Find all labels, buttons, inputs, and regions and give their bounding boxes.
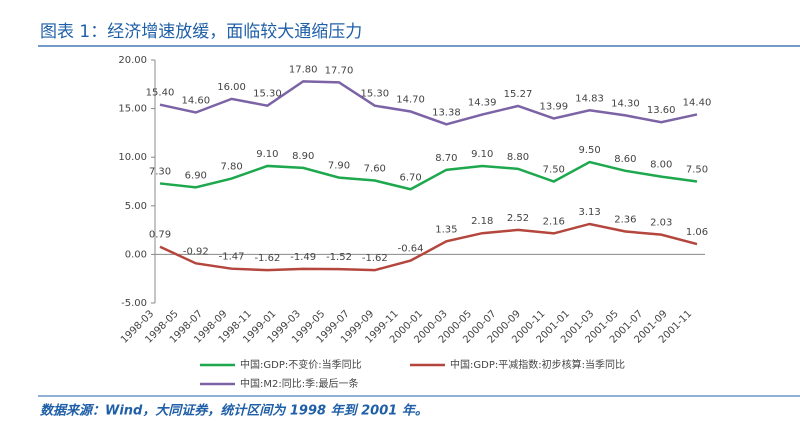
data-label: 7.50 bbox=[686, 165, 708, 176]
title: 图表 1：经济增速放缓，面临较大通缩压力 bbox=[40, 22, 362, 42]
data-label: 14.60 bbox=[181, 95, 210, 106]
data-label: 9.10 bbox=[471, 149, 493, 160]
y-tick-label: 20.00 bbox=[118, 55, 147, 66]
y-tick-label: -5.00 bbox=[121, 298, 147, 309]
data-label: 0.79 bbox=[149, 230, 171, 241]
data-label: 14.40 bbox=[683, 97, 712, 108]
data-label: 1.35 bbox=[435, 224, 457, 235]
data-label: 2.16 bbox=[543, 216, 565, 227]
data-label: 15.30 bbox=[253, 89, 282, 100]
data-label: 9.50 bbox=[578, 145, 600, 156]
series-line bbox=[159, 160, 698, 191]
data-label: -1.49 bbox=[290, 252, 316, 263]
legend-label: 中国:M2:同比:季:最后一条 bbox=[240, 377, 358, 390]
data-label: 17.80 bbox=[289, 64, 318, 75]
data-label: 14.39 bbox=[468, 98, 497, 109]
data-label: 7.80 bbox=[220, 162, 242, 173]
data-label: 9.10 bbox=[256, 149, 278, 160]
data-label: 15.30 bbox=[360, 89, 389, 100]
data-label: 13.60 bbox=[647, 105, 676, 116]
data-label: 8.80 bbox=[507, 152, 529, 163]
data-label: 2.52 bbox=[507, 213, 529, 224]
data-label: 1.06 bbox=[686, 227, 708, 238]
data-label: 15.40 bbox=[146, 88, 175, 99]
series-line bbox=[159, 80, 698, 126]
legend-label: 中国:GDP:不变价:当季同比 bbox=[240, 358, 362, 371]
data-label: 7.50 bbox=[543, 165, 565, 176]
data-label: 13.38 bbox=[432, 107, 461, 118]
data-label: 8.70 bbox=[435, 153, 457, 164]
data-label: -0.64 bbox=[398, 244, 424, 255]
data-label: -1.47 bbox=[219, 252, 245, 263]
data-label: 7.90 bbox=[328, 161, 350, 172]
data-label: 3.13 bbox=[578, 207, 600, 218]
data-label: 13.99 bbox=[539, 101, 568, 112]
data-label: 17.70 bbox=[325, 65, 354, 76]
data-label: 7.30 bbox=[149, 166, 171, 177]
data-label: 16.00 bbox=[217, 82, 246, 93]
data-label: -1.52 bbox=[326, 252, 352, 263]
y-tick-label: 10.00 bbox=[118, 152, 147, 163]
y-tick-label: 15.00 bbox=[118, 104, 147, 115]
legend-label: 中国:GDP:平减指数:初步核算:当季同比 bbox=[450, 358, 625, 371]
data-label: 6.90 bbox=[185, 170, 207, 181]
data-label: 7.60 bbox=[364, 164, 386, 175]
data-label: 15.27 bbox=[504, 89, 533, 100]
data-label: -1.62 bbox=[254, 253, 280, 264]
data-label: 2.36 bbox=[614, 214, 636, 225]
data-label: 8.00 bbox=[650, 160, 672, 171]
data-label: -1.62 bbox=[362, 253, 388, 264]
data-label: -0.92 bbox=[183, 246, 209, 257]
series-line bbox=[159, 222, 698, 272]
data-label: 14.30 bbox=[611, 98, 640, 109]
data-label: 14.83 bbox=[575, 93, 604, 104]
data-label: 14.70 bbox=[396, 95, 425, 106]
data-label: 8.90 bbox=[292, 151, 314, 162]
source: 数据来源：Wind，大同证券，统计区间为 1998 年到 2001 年。 bbox=[40, 403, 428, 419]
data-label: 2.18 bbox=[471, 216, 493, 227]
y-tick-label: 5.00 bbox=[125, 201, 147, 212]
data-label: 8.60 bbox=[614, 154, 636, 165]
data-label: 6.70 bbox=[399, 172, 421, 183]
y-tick-label: 0.00 bbox=[125, 249, 147, 260]
data-label: 2.03 bbox=[650, 218, 672, 229]
